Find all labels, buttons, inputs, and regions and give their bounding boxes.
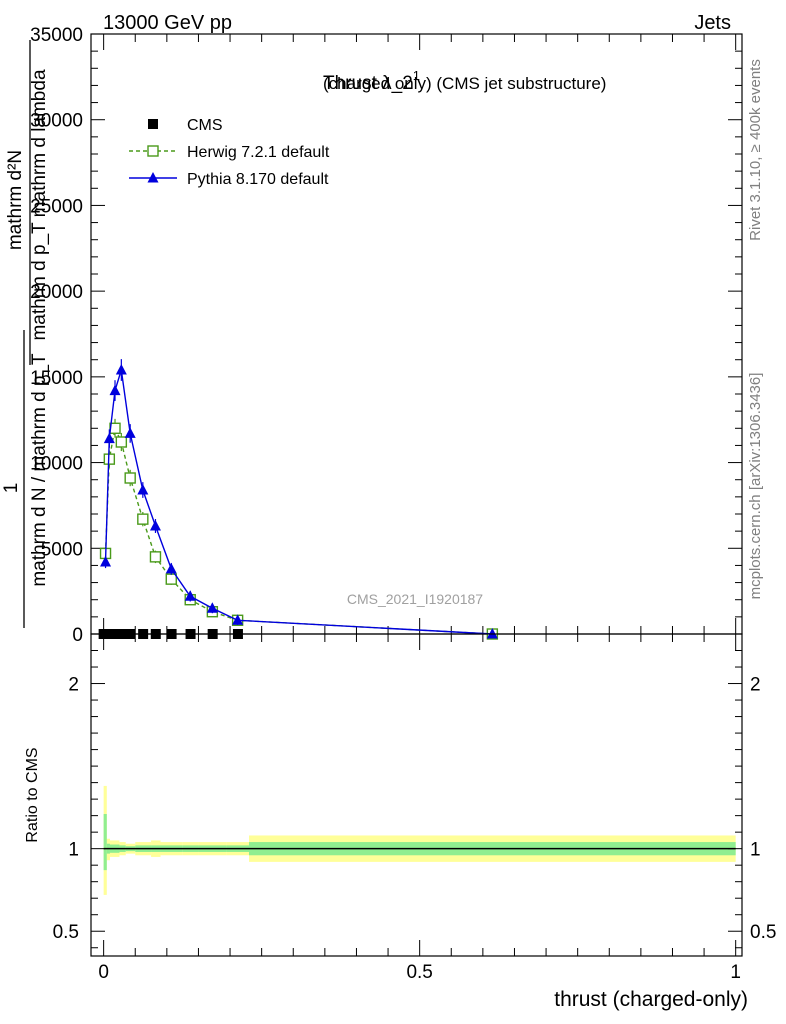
ratio-y-tick-label: 1: [68, 840, 79, 861]
plot-title-main: Thrust λ_2: [323, 73, 413, 94]
main-y-tick-label: 20000: [30, 282, 83, 303]
x-tick-label: 1: [730, 962, 741, 983]
main-plot: 0 5000 10000 15000 20000 25000 30000 35000 Thru…: [30, 25, 743, 646]
ratio-plot-frame: [90, 633, 743, 957]
ylabel-prefix-denominator: mathrm d N / mathrm d p_T: [29, 353, 50, 587]
rivet-label: Rivet 3.1.10, ≥ 400k events: [747, 59, 764, 241]
main-y-tick-label: 15000: [30, 368, 83, 389]
data-point: [115, 364, 127, 375]
legend-item: Pythia 8.170 default: [129, 171, 329, 188]
header-left: 13000 GeV pp: [103, 12, 232, 34]
data-point: [137, 513, 149, 525]
data-point: [165, 562, 177, 574]
data-point: [165, 573, 177, 585]
main-y-axis: 0 5000 10000 15000 20000 25000 30000 35000: [30, 25, 742, 646]
x-tick-label: 0: [98, 962, 109, 983]
legend-item: Herwig 7.2.1 default: [129, 144, 330, 161]
data-point: [206, 602, 218, 613]
data-point: [109, 384, 121, 396]
data-point: [232, 614, 244, 625]
main-y-tick-label: 10000: [30, 454, 83, 475]
series-line: [104, 369, 493, 635]
data-point: [149, 520, 161, 531]
plot-title-sup: 1: [413, 68, 420, 83]
watermark: CMS_2021_I1920187: [347, 591, 483, 607]
plot-title: Thrust λ_21: [323, 68, 420, 94]
ratio-y-tick-label-right: 1: [750, 840, 761, 861]
ratio-y-tick-label: 2: [68, 675, 79, 696]
data-point: [103, 432, 115, 444]
ylabel-denominator: mathrm d p_T mathrm d lambda: [29, 69, 50, 340]
ratio-bands: [103, 785, 736, 895]
ratio-y-tick-label-right: 2: [750, 675, 761, 696]
main-y-tick-label: 5000: [41, 539, 83, 560]
ratio-x-axis: 0 0.5 1: [98, 634, 741, 983]
legend-marker: [148, 119, 158, 129]
legend-item: CMS: [148, 117, 223, 134]
data-point: [124, 427, 136, 438]
data-point: [115, 436, 128, 448]
data-point: [100, 556, 112, 567]
data-point: [486, 628, 498, 639]
ratio-y-tick-label: 0.5: [53, 922, 79, 943]
legend-label: Pythia 8.170 default: [187, 171, 329, 188]
main-y-tick-label: 25000: [30, 196, 83, 217]
legend-label: Herwig 7.2.1 default: [187, 144, 330, 161]
legend-marker: [147, 172, 159, 183]
legend: CMS Herwig 7.2.1 default Pythia 8.170 defa…: [129, 117, 330, 188]
ratio-plot: 0.5 0.51 12 2 0 0.5 1: [53, 633, 776, 983]
x-axis-label: thrust (charged-only): [554, 988, 748, 1011]
ratio-band-bin: [103, 813, 107, 871]
legend-label: CMS: [187, 117, 223, 134]
main-y-label: mathrm d²N mathrm d p_T mathrm d lambda …: [1, 40, 50, 628]
data-point: [137, 484, 149, 495]
x-tick-label: 0.5: [406, 962, 432, 983]
ratio-y-tick-label-right: 0.5: [750, 922, 776, 943]
ratio-y-label: Ratio to CMS: [24, 747, 41, 842]
main-y-tick-label: 30000: [30, 111, 83, 132]
series-2: [100, 359, 498, 639]
ratio-y-axis: 0.5 0.5 1 1 2 2: [53, 650, 776, 949]
main-y-tick-label: 35000: [30, 25, 83, 46]
ylabel-one: 1: [1, 483, 22, 494]
ylabel-numerator: mathrm d²N: [5, 150, 26, 250]
mcplots-label: mcplots.cern.ch [arXiv:1306.3436]: [747, 373, 764, 600]
data-point: [184, 590, 196, 601]
header-right: Jets: [694, 12, 731, 34]
data-point: [149, 551, 162, 563]
main-series: [98, 359, 499, 640]
main-y-tick-label: 0: [72, 625, 83, 646]
plot-title-sub: (charged only) (CMS jet substructure): [323, 74, 606, 93]
legend-marker: [147, 145, 159, 157]
data-point: [124, 472, 136, 484]
